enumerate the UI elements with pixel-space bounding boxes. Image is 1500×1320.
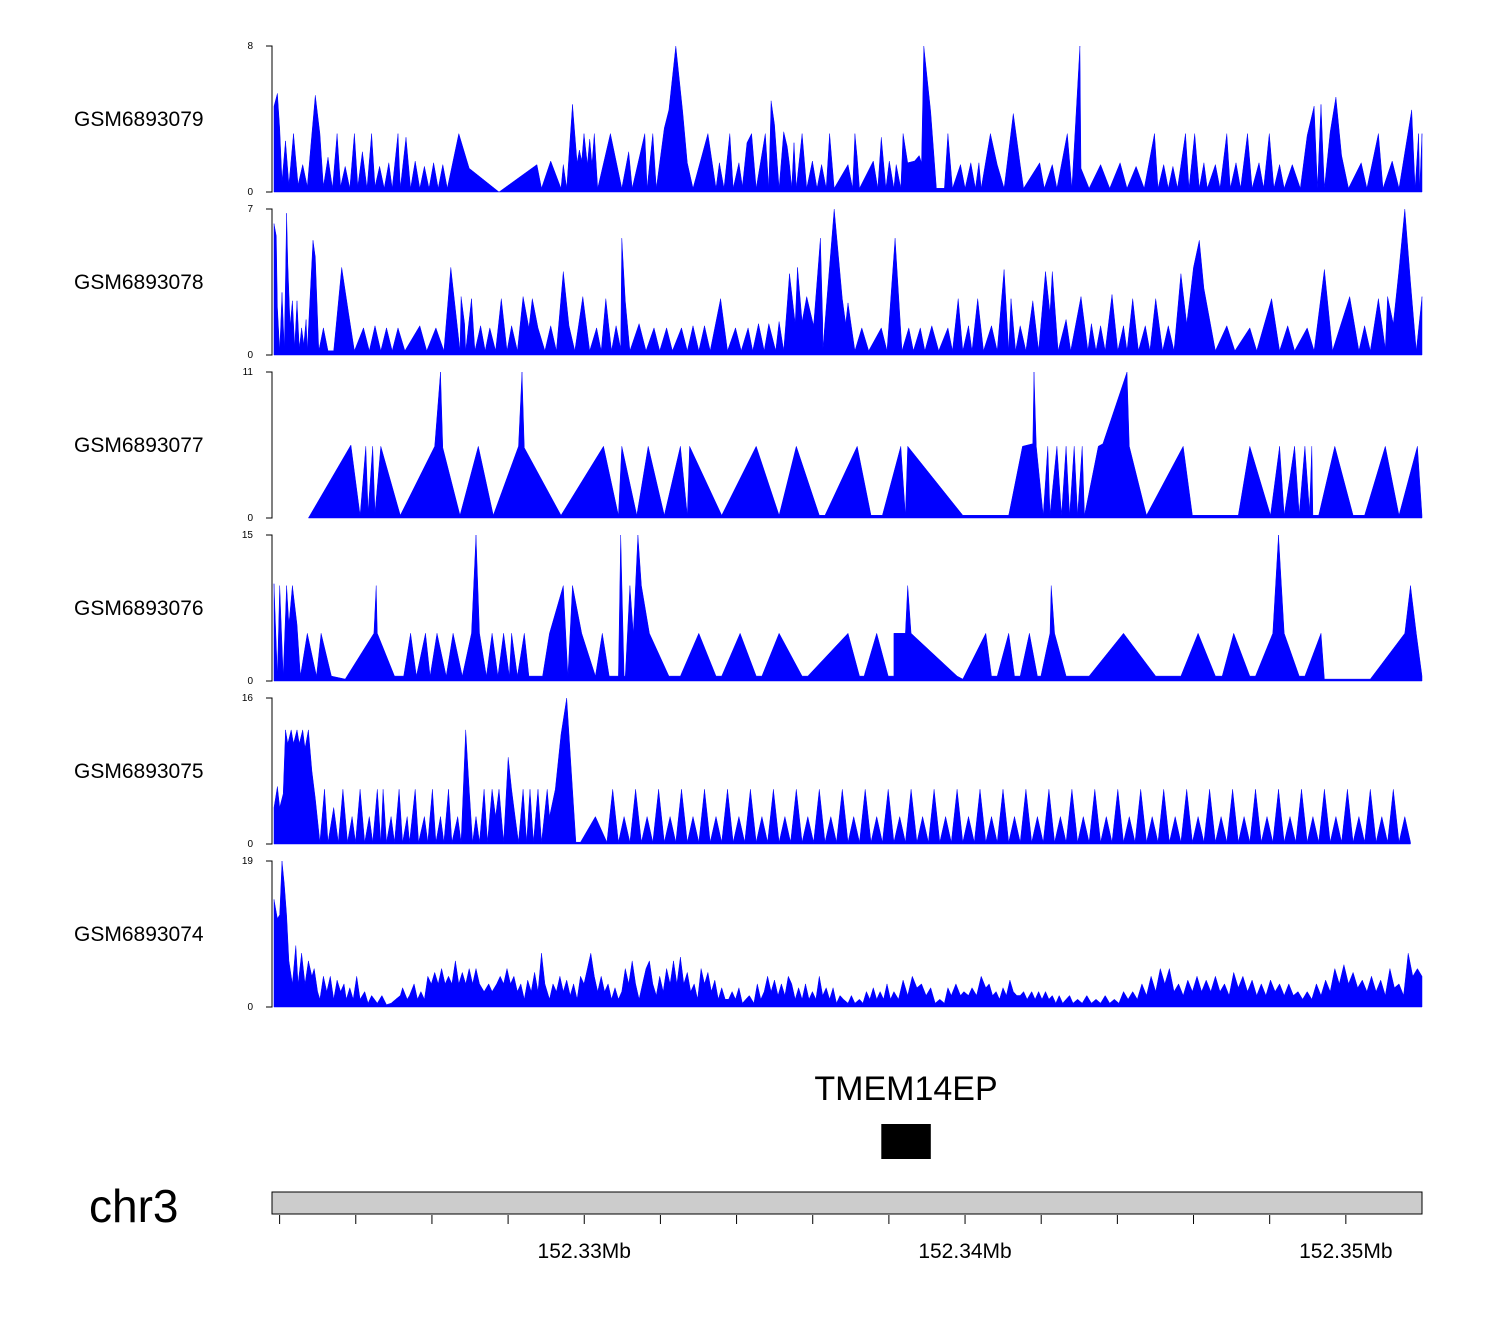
track-GSM6893074: GSM6893074 19 0 (74, 856, 1423, 1013)
track-GSM6893078: GSM6893078 7 0 (74, 204, 1423, 361)
track-GSM6893079: GSM6893079 8 0 (74, 41, 1423, 198)
coverage-tracks: GSM689307980GSM689307870GSM6893077110GSM… (74, 41, 1423, 1013)
coverage-area (273, 208, 1423, 356)
y-max-tick: 15 (242, 530, 254, 541)
coverage-area (273, 45, 1423, 193)
track-label: GSM6893078 (74, 271, 204, 294)
track-GSM6893077: GSM6893077 11 0 (74, 367, 1423, 524)
y-max-tick: 16 (242, 693, 254, 704)
coverage-area (273, 860, 1423, 1008)
y-max-tick: 7 (247, 204, 253, 215)
track-label: GSM6893074 (74, 923, 204, 946)
x-tick-label: 152.34Mb (918, 1240, 1011, 1263)
x-tick-label: 152.33Mb (538, 1240, 631, 1263)
y-min-tick: 0 (247, 513, 253, 524)
genome-axis-ticks: 152.33Mb 152.34Mb 152.35Mb (279, 1215, 1393, 1263)
track-label: GSM6893076 (74, 597, 204, 620)
track-label: GSM6893077 (74, 434, 204, 457)
coverage-area (273, 534, 1423, 682)
chromosome-label: chr3 (89, 1180, 178, 1232)
y-max-tick: 19 (242, 856, 254, 867)
track-label: GSM6893079 (74, 108, 204, 131)
y-axis (266, 534, 273, 682)
y-axis (266, 208, 273, 356)
x-tick-label: 152.35Mb (1299, 1240, 1392, 1263)
track-label: GSM6893075 (74, 760, 204, 783)
gene-track: TMEM14EP (814, 1070, 998, 1159)
y-max-tick: 8 (247, 41, 253, 52)
track-GSM6893075: GSM6893075 16 0 (74, 693, 1411, 850)
y-min-tick: 0 (247, 350, 253, 361)
coverage-area (273, 697, 1411, 845)
gene-feature-box (881, 1124, 931, 1159)
y-min-tick: 0 (247, 839, 253, 850)
gene-label: TMEM14EP (814, 1070, 997, 1108)
y-axis (266, 860, 273, 1008)
genome-axis: chr3 152.33Mb 152.34Mb 152.35Mb (89, 1180, 1423, 1263)
y-axis (266, 697, 273, 845)
coverage-area (307, 371, 1423, 519)
y-axis (266, 371, 273, 519)
chromosome-ideogram (271, 1191, 1423, 1215)
y-max-tick: 11 (243, 367, 254, 378)
y-min-tick: 0 (247, 1002, 253, 1013)
track-GSM6893076: GSM6893076 15 0 (74, 530, 1423, 687)
y-min-tick: 0 (247, 676, 253, 687)
y-axis (266, 45, 273, 193)
y-min-tick: 0 (247, 187, 253, 198)
